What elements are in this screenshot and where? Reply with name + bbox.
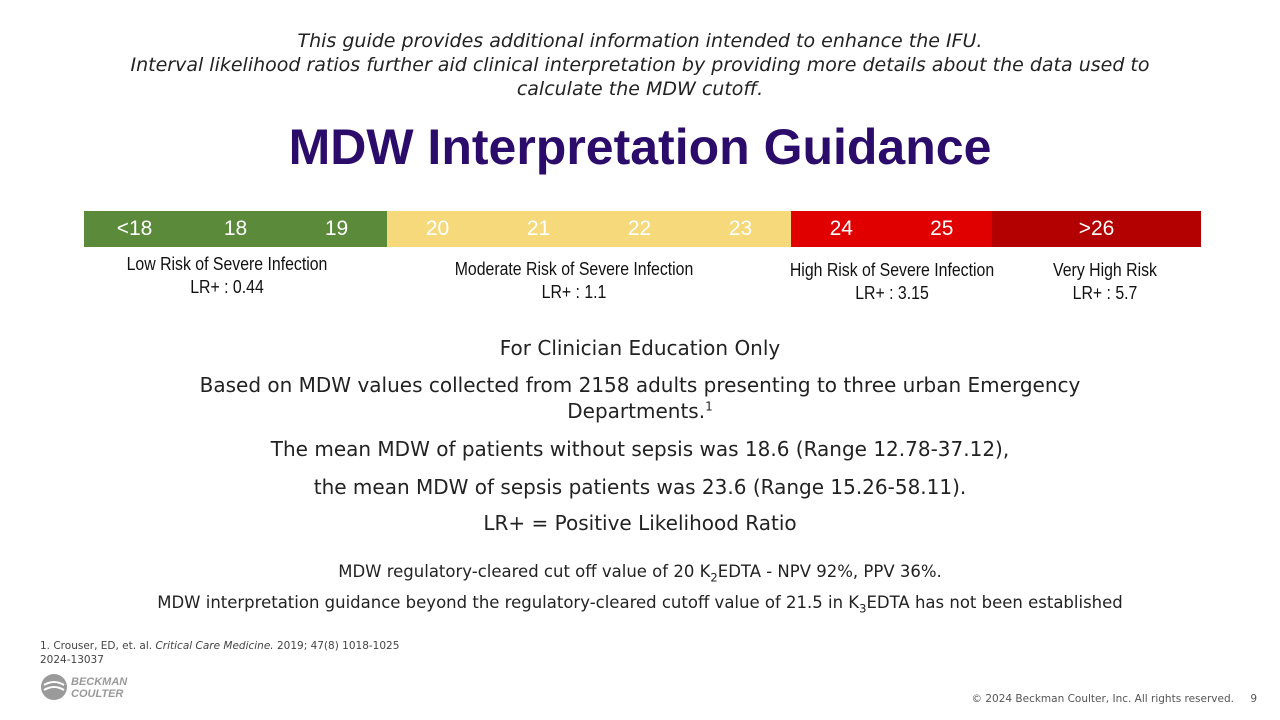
risk-label: High Risk of Severe Infection LR+ : 3.15	[769, 259, 1015, 305]
body-text: Departments.	[567, 399, 706, 423]
scale-value: 22	[627, 217, 652, 240]
scale-value: 23	[728, 217, 753, 240]
scale-value: 18	[223, 217, 248, 240]
logo-text: BECKMAN	[71, 676, 128, 688]
note-text: EDTA has not been established	[866, 593, 1123, 612]
footnote-text: 1. Crouser, ED, et. al.	[40, 640, 156, 652]
body-line: the mean MDW of sepsis patients was 23.6…	[313, 475, 967, 499]
footnote: 1. Crouser, ED, et. al. Critical Care Me…	[40, 640, 399, 652]
note-text: MDW regulatory-cleared cut off value of …	[338, 562, 711, 581]
body-line: Based on MDW values collected from 2158 …	[199, 373, 1081, 397]
risk-name: High Risk of Severe Infection	[789, 260, 995, 280]
body-line: For Clinician Education Only	[499, 336, 781, 360]
risk-label: Moderate Risk of Severe Infection LR+ : …	[451, 258, 697, 304]
journal: Critical Care Medicine.	[155, 640, 274, 652]
risk-lr: LR+ : 5.7	[1072, 283, 1138, 303]
scale-value: >26	[1078, 217, 1115, 240]
intro-line: Interval likelihood ratios further aid c…	[130, 54, 1150, 76]
risk-name: Moderate Risk of Severe Infection	[454, 259, 694, 279]
high-segment: 24 25	[791, 211, 992, 247]
risk-name: Low Risk of Severe Infection	[126, 254, 328, 274]
title: MDW Interpretation Guidance	[288, 119, 992, 175]
scale-value: 25	[930, 217, 954, 240]
risk-lr: LR+ : 1.1	[541, 282, 607, 302]
doc-code: 2024-13037	[40, 654, 104, 666]
scale-value: <18	[116, 217, 153, 240]
body-line: LR+ = Positive Likelihood Ratio	[483, 511, 797, 535]
subscript: 3	[859, 601, 867, 616]
risk-label: Very High Risk LR+ : 5.7	[982, 259, 1228, 305]
footnote-text: 2019; 47(8) 1018-1025	[273, 640, 400, 652]
regulatory-note: MDW interpretation guidance beyond the r…	[0, 593, 1280, 615]
scale-value: 20	[425, 217, 450, 240]
intro-line: This guide provides additional informati…	[297, 30, 983, 52]
note-text: MDW interpretation guidance beyond the r…	[157, 593, 860, 612]
logo: BECKMAN COULTER	[41, 674, 128, 700]
moderate-segment: 20 21 22 23	[387, 211, 791, 247]
risk-lr: LR+ : 3.15	[855, 283, 929, 303]
body-line: The mean MDW of patients without sepsis …	[270, 437, 1010, 461]
risk-scale: <18 18 19 20 21 22 23 24 25 >26	[84, 211, 1201, 247]
body-line: Departments.1	[0, 399, 1280, 423]
copyright: © 2024 Beckman Coulter, Inc. All rights …	[971, 693, 1234, 705]
regulatory-note: MDW regulatory-cleared cut off value of …	[0, 562, 1280, 584]
scale-value: 24	[829, 217, 853, 240]
scale-value: 21	[526, 217, 551, 240]
subscript: 2	[710, 570, 718, 585]
risk-name: Very High Risk	[1053, 260, 1157, 280]
note-text: EDTA - NPV 92%, PPV 36%.	[717, 562, 942, 581]
intro-line: calculate the MDW cutoff.	[516, 78, 764, 100]
risk-lr: LR+ : 0.44	[190, 277, 264, 297]
risk-label: Low Risk of Severe Infection LR+ : 0.44	[104, 253, 350, 299]
low-segment: <18 18 19	[84, 211, 387, 247]
logo-text: COULTER	[71, 688, 123, 700]
very-high-segment: >26	[992, 211, 1201, 247]
reference: 1	[705, 399, 713, 414]
logo-swoosh	[43, 681, 65, 691]
scale-value: 19	[324, 217, 349, 240]
page-number: 9	[1250, 693, 1257, 705]
